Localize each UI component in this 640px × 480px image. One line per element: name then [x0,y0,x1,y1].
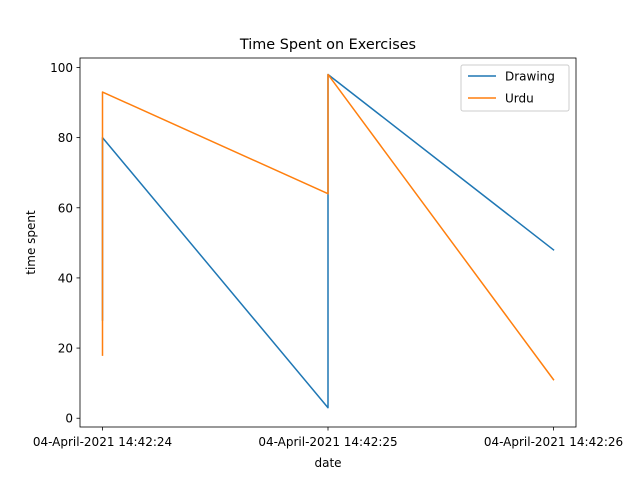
x-tick-label: 04-April-2021 14:42:25 [258,435,397,449]
x-axis-label: date [314,456,341,470]
legend: Drawing Urdu [460,64,570,112]
legend-label-drawing: Drawing [505,70,555,84]
y-tick-label: 80 [58,131,73,145]
legend-label-urdu: Urdu [505,92,534,106]
chart-title: Time Spent on Exercises [239,37,416,53]
x-axis: 04-April-2021 14:42:24 04-April-2021 14:4… [33,427,623,449]
series-line-urdu [101,73,555,381]
y-tick-label: 40 [58,271,73,285]
y-tick-label: 60 [58,201,73,215]
y-axis: 0 20 40 60 80 100 [50,61,80,426]
plot-area [79,57,577,428]
y-axis-label: time spent [24,210,38,275]
y-tick-label: 20 [58,342,73,356]
y-tick-label: 0 [65,412,73,426]
x-tick-label: 04-April-2021 14:42:24 [33,435,172,449]
x-tick-label: 04-April-2021 14:42:26 [484,435,623,449]
y-tick-label: 100 [50,61,73,75]
series-layer [101,73,555,409]
